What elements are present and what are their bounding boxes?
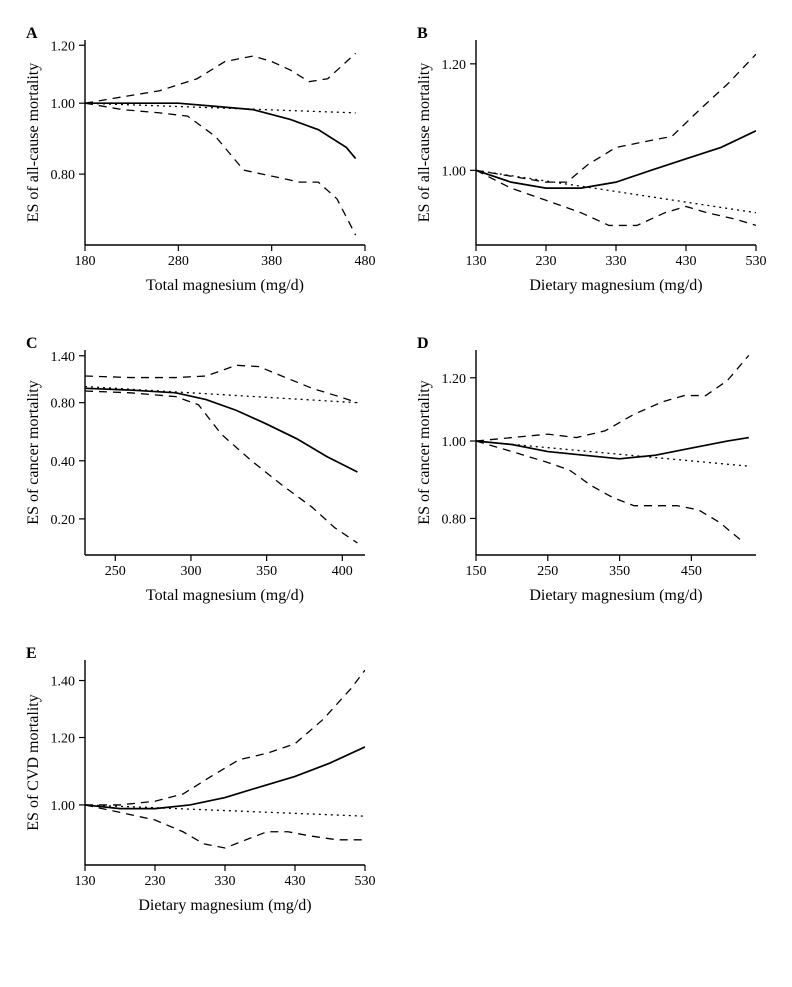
series-lower-ci [85,805,365,848]
x-tick-label: 430 [285,874,306,889]
series-upper-ci [476,54,756,182]
figure-grid: A 180 280 380 480 0.80 1.00 1.20 Total magnesium… [20,20,772,920]
x-tick-label: 230 [145,874,166,889]
y-tick-label: 1.40 [51,350,76,365]
panel-C-svg: C 250 300 350 400 0.20 0.40 0.80 1.40 Total magne… [20,330,380,610]
x-tick-label: 250 [537,564,558,579]
y-tick-label: 1.00 [51,799,76,814]
panel-letter: D [417,335,429,352]
panel-B: B 130 230 330 430 530 1.00 1.20 Dietary magnesiu… [411,20,772,300]
x-tick-label: 400 [332,564,353,579]
panel-letter: C [26,335,38,352]
x-tick-label: 250 [105,564,126,579]
series-lower-ci [85,103,356,235]
y-tick-label: 1.00 [442,435,467,450]
panel-E: E 130 230 330 430 530 1.00 1.20 1.40 Dietary magn… [20,640,381,920]
x-tick-label: 130 [466,254,487,269]
panel-letter: A [26,25,38,42]
y-tick-label: 1.40 [51,675,76,690]
series-spline [85,388,357,472]
series-spline [476,438,749,459]
y-axis-label: ES of cancer mortality [416,380,433,524]
y-tick-label: 0.20 [51,513,76,528]
series-upper-ci [85,365,357,402]
panel-D: D 150 250 350 450 0.80 1.00 1.20 Dietary magnesi… [411,330,772,610]
y-tick-label: 1.20 [51,732,76,747]
x-tick-label: 530 [355,874,376,889]
series-spline [85,747,365,809]
y-tick-label: 1.00 [51,97,76,112]
y-tick-label: 1.20 [442,372,467,387]
series-spline [85,103,356,158]
x-tick-label: 350 [256,564,277,579]
x-tick-label: 350 [609,564,630,579]
series-linear-trend [85,387,357,403]
x-tick-label: 230 [536,254,557,269]
series-linear-trend [85,103,356,113]
x-tick-label: 380 [261,254,282,269]
x-tick-label: 430 [676,254,697,269]
x-axis-label: Dietary magnesium (mg/d) [529,277,702,294]
series-linear-trend [476,170,756,212]
y-tick-label: 1.20 [442,58,467,73]
y-axis-label: ES of CVD mortality [25,694,42,830]
y-tick-label: 0.40 [51,455,76,470]
x-tick-label: 480 [355,254,376,269]
y-axis-label: ES of all-cause mortality [25,63,42,223]
x-tick-label: 180 [75,254,96,269]
y-tick-label: 0.80 [51,397,76,412]
panel-D-svg: D 150 250 350 450 0.80 1.00 1.20 Dietary magnesi… [411,330,771,610]
y-tick-label: 1.20 [51,39,76,54]
series-upper-ci [476,355,749,441]
x-tick-label: 300 [180,564,201,579]
x-tick-label: 330 [215,874,236,889]
series-upper-ci [85,53,356,103]
series-spline [476,131,756,188]
x-axis-label: Dietary magnesium (mg/d) [138,897,311,914]
x-tick-label: 530 [746,254,767,269]
panel-A-svg: A 180 280 380 480 0.80 1.00 1.20 Total magnesium… [20,20,380,300]
series-upper-ci [85,670,365,805]
x-tick-label: 130 [75,874,96,889]
series-lower-ci [85,391,357,543]
x-axis-label: Total magnesium (mg/d) [146,277,304,294]
x-axis-label: Total magnesium (mg/d) [146,587,304,604]
panel-B-svg: B 130 230 330 430 530 1.00 1.20 Dietary magnesiu… [411,20,771,300]
series-lower-ci [476,170,756,225]
x-axis-label: Dietary magnesium (mg/d) [529,587,702,604]
y-tick-label: 0.80 [442,512,467,527]
panel-E-svg: E 130 230 330 430 530 1.00 1.20 1.40 Dietary magn… [20,640,380,920]
panel-C: C 250 300 350 400 0.20 0.40 0.80 1.40 Total magne… [20,330,381,610]
y-axis-label: ES of cancer mortality [25,380,42,524]
x-tick-label: 330 [606,254,627,269]
y-tick-label: 1.00 [442,164,467,179]
y-axis-label: ES of all-cause mortality [416,63,433,223]
x-tick-label: 150 [466,564,487,579]
panel-letter: E [26,645,37,662]
panel-A: A 180 280 380 480 0.80 1.00 1.20 Total magnesium… [20,20,381,300]
panel-letter: B [417,25,428,42]
x-tick-label: 450 [681,564,702,579]
y-tick-label: 0.80 [51,168,76,183]
series-lower-ci [476,441,742,541]
x-tick-label: 280 [168,254,189,269]
